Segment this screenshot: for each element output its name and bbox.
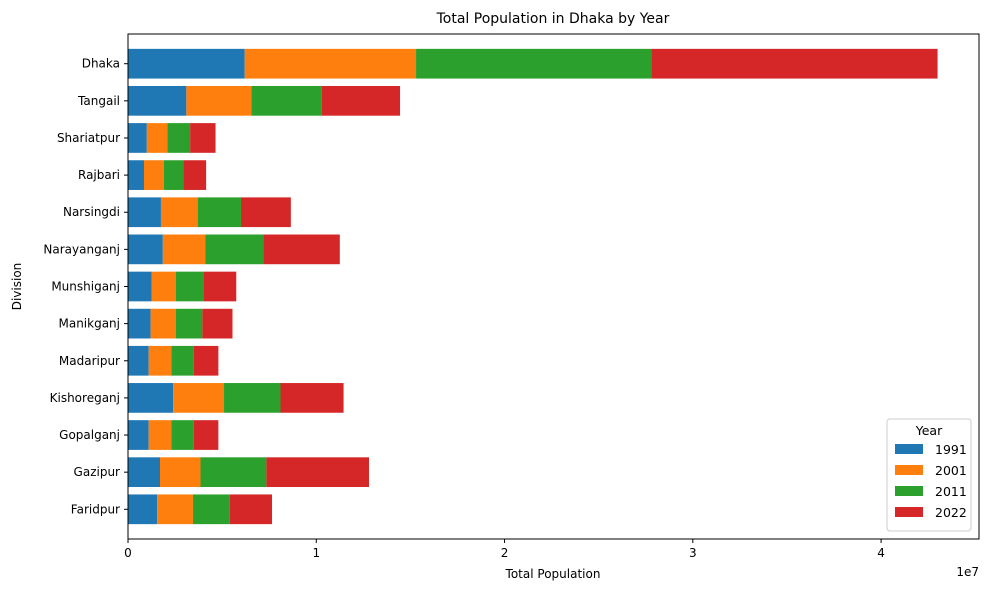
y-tick-label: Manikganj bbox=[58, 317, 120, 331]
bar-faridpur-2001 bbox=[157, 494, 193, 525]
bar-dhaka-2022 bbox=[651, 48, 938, 79]
bar-madaripur-2011 bbox=[171, 345, 194, 376]
y-tick-label: Munshiganj bbox=[51, 280, 120, 294]
bar-narsingdi-2001 bbox=[160, 197, 198, 228]
bar-madaripur-2022 bbox=[193, 345, 219, 376]
bar-madaripur-1991 bbox=[128, 345, 149, 376]
bar-kishoreganj-1991 bbox=[128, 383, 174, 413]
x-axis-ticks: 0 1 2 3 4 bbox=[124, 539, 885, 560]
bar-munshiganj-1991 bbox=[128, 271, 152, 302]
x-tick-label: 1 bbox=[312, 546, 320, 560]
bar-gopalganj-2022 bbox=[193, 420, 219, 450]
y-tick-label: Madaripur bbox=[59, 354, 120, 368]
x-axis-label: Total Population bbox=[505, 567, 601, 581]
bar-gazipur-2011 bbox=[200, 457, 267, 488]
bar-rajbari-2011 bbox=[163, 160, 184, 190]
bar-kishoreganj-2001 bbox=[173, 383, 225, 413]
bar-narayanganj-2001 bbox=[162, 234, 206, 265]
bar-gopalganj-1991 bbox=[128, 420, 149, 450]
bar-narayanganj-1991 bbox=[128, 234, 163, 265]
bar-gazipur-2022 bbox=[266, 457, 369, 488]
legend-swatch-1991 bbox=[895, 444, 923, 454]
legend: Year 1991 2001 2011 2022 bbox=[886, 418, 972, 532]
y-tick-label: Gopalganj bbox=[59, 428, 120, 442]
legend-label-2022: 2022 bbox=[935, 505, 967, 520]
bar-faridpur-2022 bbox=[229, 494, 273, 525]
bar-gopalganj-2011 bbox=[171, 420, 194, 450]
bar-dhaka-1991 bbox=[128, 48, 245, 79]
y-tick-label: Narsingdi bbox=[63, 205, 120, 219]
legend-swatch-2001 bbox=[895, 465, 923, 475]
y-tick-label: Gazipur bbox=[74, 465, 121, 479]
bar-gazipur-1991 bbox=[128, 457, 161, 488]
bar-tangail-2022 bbox=[321, 85, 401, 116]
y-axis-label: Division bbox=[10, 263, 24, 311]
bar-dhaka-2001 bbox=[244, 48, 417, 79]
bar-tangail-2011 bbox=[251, 85, 322, 116]
bar-shariatpur-2022 bbox=[190, 123, 216, 153]
bar-narayanganj-2011 bbox=[205, 234, 264, 265]
legend-swatch-2022 bbox=[895, 507, 923, 517]
bars-group bbox=[128, 48, 938, 525]
bar-narsingdi-1991 bbox=[128, 197, 161, 228]
bar-narsingdi-2022 bbox=[240, 197, 291, 228]
bar-kishoreganj-2022 bbox=[280, 383, 344, 413]
bar-manikganj-2011 bbox=[176, 308, 203, 339]
legend-title: Year bbox=[915, 423, 943, 438]
x-tick-label: 0 bbox=[124, 546, 132, 560]
y-tick-label: Tangail bbox=[77, 94, 120, 108]
bar-kishoreganj-2011 bbox=[224, 383, 281, 413]
bar-munshiganj-2022 bbox=[203, 271, 237, 302]
bar-faridpur-2011 bbox=[192, 494, 230, 525]
bar-dhaka-2011 bbox=[416, 48, 652, 79]
x-tick-label: 3 bbox=[689, 546, 697, 560]
bar-rajbari-2001 bbox=[144, 160, 164, 190]
bar-madaripur-2001 bbox=[148, 345, 172, 376]
bar-shariatpur-2011 bbox=[167, 123, 191, 153]
legend-label-2001: 2001 bbox=[935, 463, 967, 478]
bar-gopalganj-2001 bbox=[148, 420, 172, 450]
bar-narsingdi-2011 bbox=[197, 197, 241, 228]
x-tick-label: 4 bbox=[877, 546, 885, 560]
bar-rajbari-2022 bbox=[183, 160, 207, 190]
legend-label-2011: 2011 bbox=[935, 484, 967, 499]
bar-shariatpur-1991 bbox=[128, 123, 147, 153]
y-tick-label: Rajbari bbox=[78, 168, 120, 182]
bar-narayanganj-2022 bbox=[263, 234, 340, 265]
y-tick-label: Kishoreganj bbox=[50, 391, 120, 405]
y-tick-label: Shariatpur bbox=[57, 131, 120, 145]
bar-rajbari-1991 bbox=[128, 160, 145, 190]
legend-label-1991: 1991 bbox=[935, 442, 967, 457]
bar-munshiganj-2011 bbox=[176, 271, 204, 302]
legend-swatch-2011 bbox=[895, 486, 923, 496]
x-tick-label: 2 bbox=[501, 546, 509, 560]
bar-munshiganj-2001 bbox=[151, 271, 177, 302]
y-tick-label: Faridpur bbox=[71, 502, 120, 516]
y-axis-ticks: Faridpur Gazipur Gopalganj Kishoreganj Madar… bbox=[43, 57, 128, 516]
bar-gazipur-2001 bbox=[160, 457, 201, 488]
bar-shariatpur-2001 bbox=[146, 123, 168, 153]
bar-tangail-2001 bbox=[186, 85, 252, 116]
bar-tangail-1991 bbox=[128, 85, 187, 116]
x-axis-multiplier: 1e7 bbox=[956, 565, 979, 579]
y-tick-label: Narayanganj bbox=[43, 242, 120, 256]
bar-faridpur-1991 bbox=[128, 494, 158, 525]
bar-manikganj-2001 bbox=[150, 308, 177, 339]
y-tick-label: Dhaka bbox=[82, 57, 120, 71]
bar-manikganj-1991 bbox=[128, 308, 151, 339]
bar-manikganj-2022 bbox=[202, 308, 233, 339]
chart-title: Total Population in Dhaka by Year bbox=[436, 11, 670, 27]
